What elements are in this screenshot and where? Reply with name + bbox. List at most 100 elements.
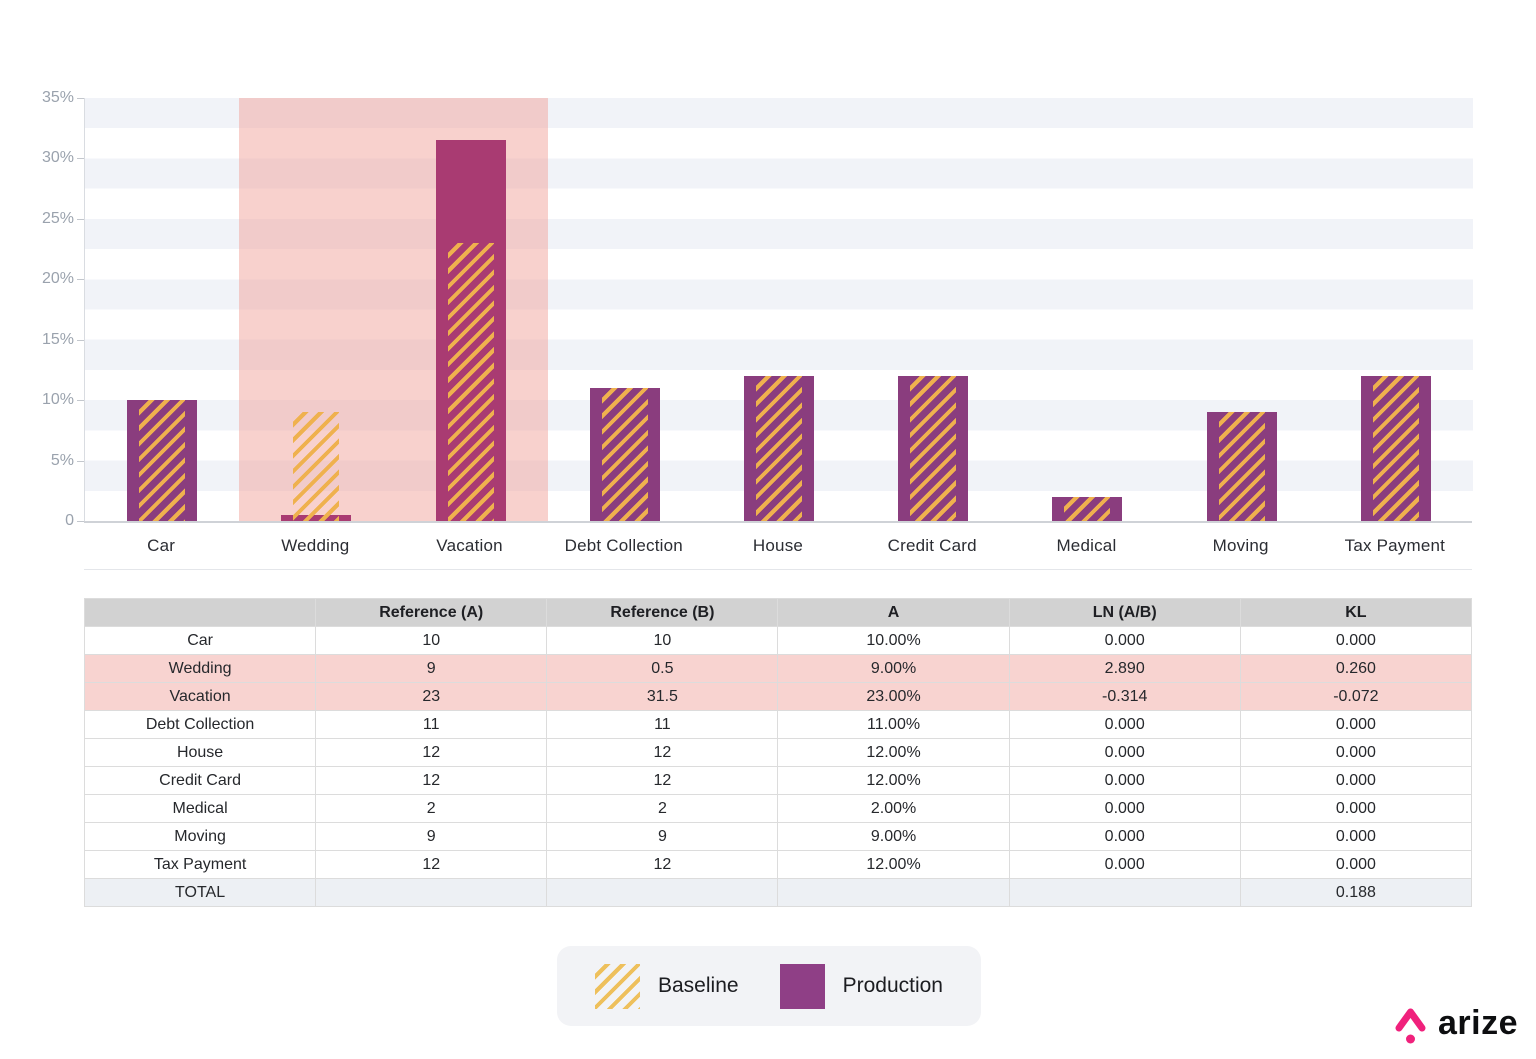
baseline-hatch-swatch-icon (595, 963, 640, 1009)
table-cell: 12 (315, 738, 548, 767)
baseline-bar (601, 388, 648, 521)
table-cell: 23 (315, 682, 548, 711)
y-axis-tick-label: 25% (41, 209, 74, 227)
table-cell: 9 (315, 822, 548, 851)
y-axis-tick-mark (77, 98, 84, 99)
data-table: Reference (A) Reference (B) A LN (A/B) KL Ca… (83, 598, 1473, 907)
table-row-label: House (83, 738, 317, 767)
x-axis-line (84, 521, 1472, 523)
table-cell: 12 (546, 766, 779, 795)
table-cell: 31.5 (546, 682, 779, 711)
baseline-bar (756, 375, 802, 521)
y-axis-tick-mark (77, 218, 84, 220)
table-cell: 0.000 (1239, 850, 1473, 879)
table-cell: 12 (315, 850, 548, 879)
y-axis-tick-mark (77, 521, 84, 522)
baseline-bar (293, 412, 340, 521)
table-cell (546, 878, 779, 907)
table-cell: 0.188 (1239, 878, 1473, 907)
table-cell: 10 (315, 626, 548, 655)
x-axis-label: Credit Card (887, 536, 977, 555)
table-cell: 0.000 (1239, 794, 1473, 823)
chart-table-separator (84, 569, 1472, 570)
y-axis-tick-mark (77, 279, 84, 281)
legend-item: Baseline (595, 963, 739, 1009)
baseline-bar (1372, 375, 1419, 521)
baseline-bar (139, 400, 186, 521)
table-cell: 12 (546, 738, 779, 767)
y-axis-tick-label: 5% (50, 451, 74, 469)
plot-area (84, 98, 1473, 521)
table-cell: 0.000 (1008, 766, 1241, 795)
arize-logo: arize (1392, 1002, 1518, 1044)
y-axis-tick-mark (77, 339, 84, 341)
table-cell: 0.000 (1239, 822, 1473, 851)
table-cell: 0.000 (1008, 822, 1241, 851)
table-row: Moving 9 9 9.00% 0.000 0.000 (83, 822, 1473, 851)
table-header-cell: LN (A/B) (1008, 598, 1241, 627)
table-cell: 11.00% (777, 710, 1010, 739)
x-axis-label: Moving (1212, 536, 1269, 555)
x-axis-label: Wedding (281, 536, 350, 555)
table-header-cell: A (777, 598, 1010, 627)
table-cell (315, 878, 548, 907)
table-cell: 11 (546, 710, 779, 739)
table-body: Car 10 10 10.00% 0.000 0.000 Wedding 9 0.5 9.00% 2… (83, 626, 1473, 907)
table-cell: 0.5 (546, 654, 779, 683)
table-cell: 23.00% (777, 682, 1010, 711)
baseline-bar (447, 243, 494, 521)
table-header-cell (83, 598, 317, 627)
table-cell: 0.000 (1239, 626, 1473, 655)
y-axis-tick-mark (77, 400, 84, 402)
table-cell: 0.000 (1239, 738, 1473, 767)
table-row-label: Debt Collection (83, 710, 317, 739)
y-axis-tick-label: 20% (41, 270, 74, 288)
table-cell: 12 (546, 850, 779, 879)
y-axis-tick-label: 30% (41, 149, 74, 167)
table-cell: 9.00% (777, 822, 1010, 851)
table-cell: 10.00% (777, 626, 1010, 655)
table-cell: 12.00% (777, 850, 1010, 879)
x-axis-labels: Car Wedding Vacation Debt Collection House Cr… (84, 536, 1472, 562)
table-header-cell: KL (1239, 598, 1473, 627)
x-axis-label: Debt Collection (564, 536, 683, 555)
x-axis-label: Vacation (436, 536, 503, 555)
table-row-label: TOTAL (83, 878, 317, 907)
table-cell (1008, 878, 1241, 907)
table-cell: 9 (546, 822, 779, 851)
table-cell: -0.072 (1239, 682, 1473, 711)
production-solid-swatch-icon (779, 963, 825, 1009)
table-row-label: Tax Payment (83, 850, 317, 879)
table-cell: 0.000 (1239, 766, 1473, 795)
table-row-label: Car (83, 626, 317, 655)
logo-text: arize (1438, 1004, 1518, 1042)
table-cell: 0.000 (1008, 710, 1241, 739)
table-cell: 10 (546, 626, 779, 655)
baseline-bar (1064, 496, 1111, 521)
y-axis-tick-label: 0 (65, 512, 74, 529)
table-cell: 0.000 (1008, 850, 1241, 879)
table-cell: 2.00% (777, 794, 1010, 823)
legend-item: Production (779, 963, 943, 1009)
table-cell: 12 (315, 766, 548, 795)
table-row: TOTAL 0.188 (83, 878, 1473, 907)
table-row: Car 10 10 10.00% 0.000 0.000 (83, 626, 1473, 655)
table-cell: 0.000 (1239, 710, 1473, 739)
table-cell: 12.00% (777, 738, 1010, 767)
legend-label: Baseline (658, 974, 739, 997)
table-row: Medical 2 2 2.00% 0.000 0.000 (83, 794, 1473, 823)
table-cell (777, 878, 1010, 907)
y-axis-tick-mark (77, 158, 84, 160)
table-row-label: Moving (83, 822, 317, 851)
arize-chevron-icon (1392, 1002, 1429, 1044)
y-axis-tick-label: 15% (41, 330, 74, 348)
table-row-label: Medical (83, 794, 317, 823)
legend-label: Production (842, 974, 943, 997)
table-cell: 12.00% (777, 766, 1010, 795)
table-cell: 2 (315, 794, 548, 823)
table-row-label: Vacation (83, 682, 317, 711)
table-cell: -0.314 (1008, 682, 1241, 711)
x-axis-label: House (752, 536, 804, 555)
x-axis-label: Car (147, 536, 176, 555)
